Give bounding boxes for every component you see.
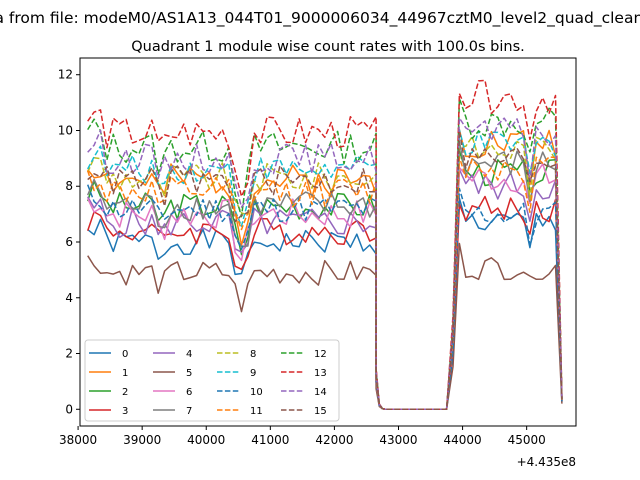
y-tick-label: 8: [65, 179, 73, 193]
legend-label-10: 10: [250, 387, 263, 398]
series-line-15: [87, 130, 563, 411]
chart-title: Quadrant 1 module wise count rates with …: [131, 39, 525, 55]
legend-label-14: 14: [314, 387, 327, 398]
plot-area: [86, 79, 563, 411]
legend-box: [84, 339, 340, 422]
series-line-7: [87, 140, 563, 411]
series-line-9: [87, 129, 563, 411]
legend-label-5: 5: [186, 368, 192, 379]
series-line-14: [87, 117, 563, 411]
y-tick-label: 4: [65, 291, 73, 305]
x-offset-label: +4.435e8: [517, 455, 576, 469]
series-line-10: [86, 184, 563, 411]
legend-label-1: 1: [122, 368, 128, 379]
series-line-0: [87, 197, 563, 411]
x-tick-label: 43000: [379, 433, 417, 447]
series-line-5: [87, 242, 563, 411]
x-tick-label: 42000: [315, 433, 353, 447]
y-tick-label: 2: [65, 347, 73, 361]
x-tick-label: 38000: [59, 433, 97, 447]
legend-label-3: 3: [122, 406, 128, 417]
legend-label-4: 4: [186, 349, 192, 360]
series-line-13: [87, 79, 563, 411]
x-tick-label: 45000: [508, 433, 546, 447]
y-axis: 0 2 4 6 8 10 12: [58, 68, 80, 416]
legend-label-9: 9: [250, 368, 256, 379]
x-tick-label: 39000: [123, 433, 161, 447]
legend-label-2: 2: [122, 387, 128, 398]
legend-label-13: 13: [314, 368, 327, 379]
x-tick-label: 44000: [443, 433, 481, 447]
y-tick-label: 0: [65, 402, 73, 416]
legend-label-11: 11: [250, 406, 263, 417]
legend-label-12: 12: [314, 349, 327, 360]
legend-label-8: 8: [250, 349, 256, 360]
x-tick-label: 41000: [251, 433, 289, 447]
x-tick-label: 40000: [187, 433, 225, 447]
y-tick-label: 12: [58, 68, 73, 82]
legend-label-7: 7: [186, 406, 192, 417]
figure-suptitle: Data from file: modeM0/AS1A13_044T01_900…: [0, 9, 640, 28]
y-tick-label: 10: [58, 123, 73, 137]
series-line-4: [87, 168, 563, 411]
legend-label-6: 6: [186, 387, 192, 398]
legend-label-15: 15: [314, 406, 327, 417]
x-axis: 38000 39000 40000 41000 42000 43000 44000 45000: [59, 426, 546, 447]
y-tick-label: 6: [65, 235, 73, 249]
legend-label-0: 0: [122, 349, 128, 360]
